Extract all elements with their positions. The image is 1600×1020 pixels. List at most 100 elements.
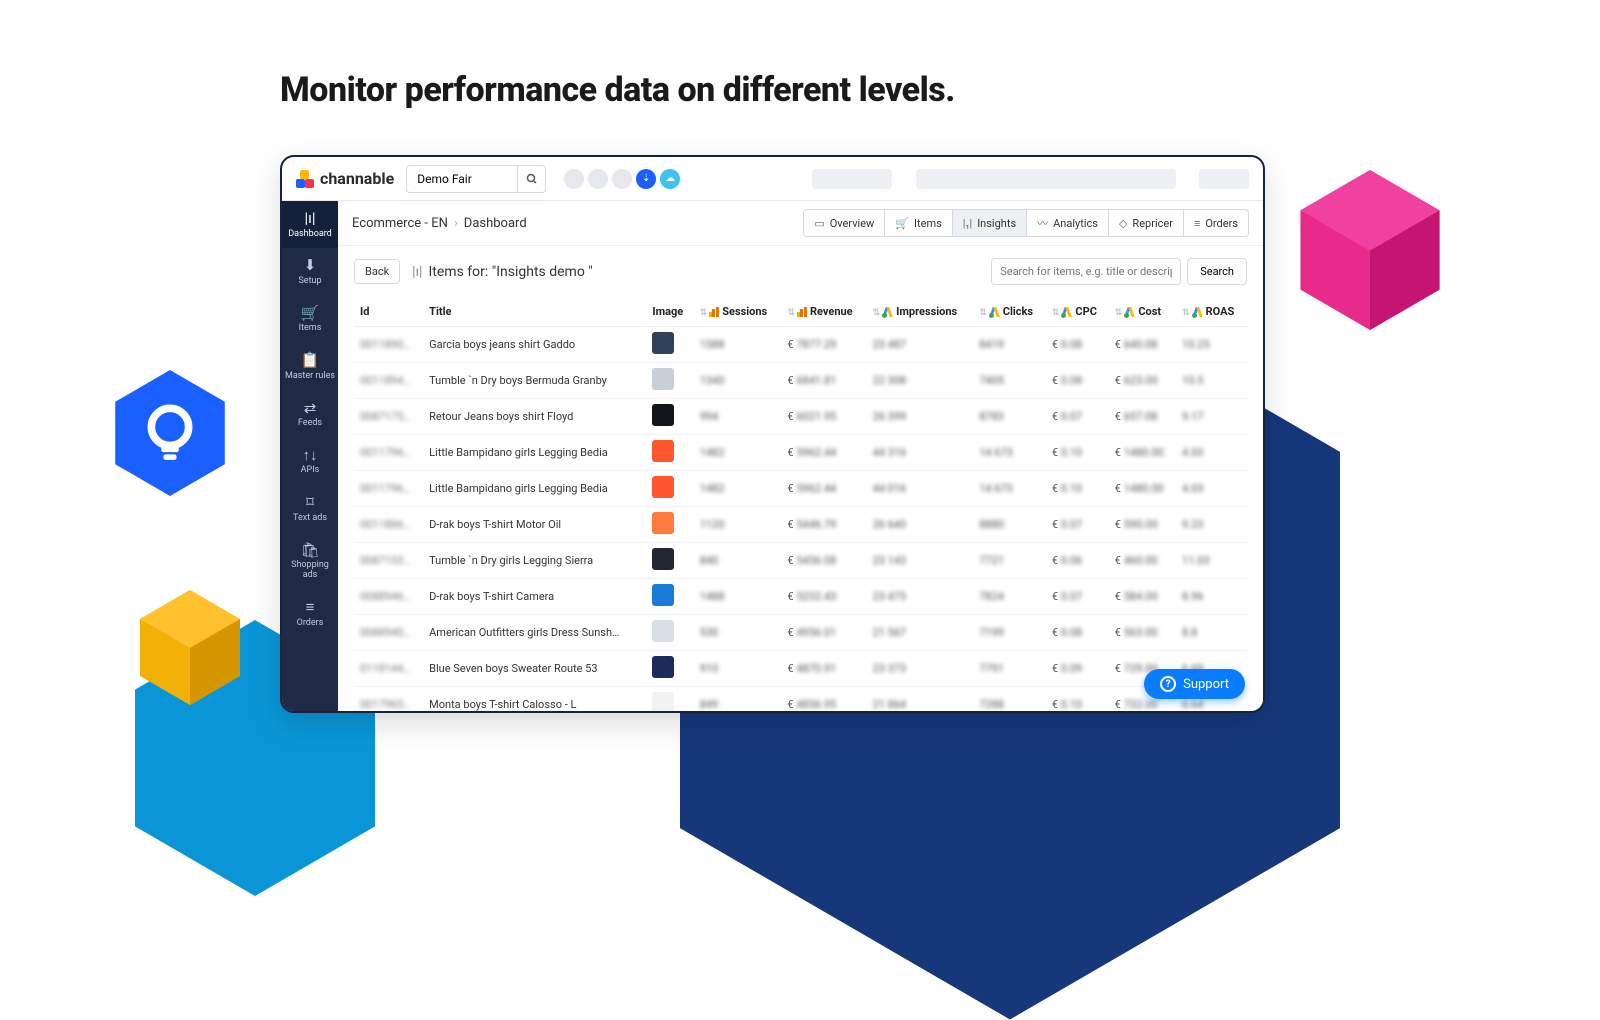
cell-image	[646, 579, 693, 615]
cell-sessions: 1482	[694, 471, 782, 507]
cell-image	[646, 363, 693, 399]
sidebar-item-icon: ↑↓	[284, 447, 336, 464]
sidebar-item-shopping-ads[interactable]: 🛍Shopping ads	[282, 533, 338, 590]
col-cpc[interactable]: ⇅CPC	[1046, 297, 1109, 327]
cell-id: 0011796…	[354, 435, 423, 471]
col-cost[interactable]: ⇅Cost	[1109, 297, 1176, 327]
cell-revenue: € 4856.95	[781, 687, 866, 712]
cell-impressions: 22 308	[867, 363, 974, 399]
tab-analytics[interactable]: 〰Analytics	[1027, 209, 1109, 237]
cell-revenue: € 4956.01	[781, 615, 866, 651]
tab-overview[interactable]: ▭Overview	[803, 209, 885, 237]
cell-cost: € 657.08	[1109, 399, 1176, 435]
table-row[interactable]: 0011886…D-rak boys T-shirt Motor Oil1120…	[354, 507, 1247, 543]
col-label: CPC	[1075, 305, 1096, 318]
table-row[interactable]: 0087153…Tumble `n Dry girls Legging Sier…	[354, 543, 1247, 579]
app-window: channable ⇣ ☁ |ı|Dashboard⬇Setup🛒Items📋M…	[280, 155, 1265, 713]
sidebar-item-master-rules[interactable]: 📋Master rules	[282, 343, 338, 390]
support-label: Support	[1183, 677, 1229, 692]
main-content: Ecommerce - EN › Dashboard ▭Overview🛒Ite…	[338, 201, 1263, 711]
cell-cpc: € 0.06	[1046, 543, 1109, 579]
product-thumb	[652, 368, 674, 390]
cell-clicks: 7405	[973, 363, 1046, 399]
breadcrumb-item[interactable]: Dashboard	[464, 216, 527, 231]
cell-title: American Outfitters girls Dress Sunsh…	[423, 615, 646, 651]
col-impressions[interactable]: ⇅ Impressions	[867, 297, 974, 327]
table-row[interactable]: 0011796…Little Bampidano girls Legging B…	[354, 435, 1247, 471]
topbar-badge-icon[interactable]: ⇣	[636, 169, 656, 189]
col-sessions[interactable]: ⇅Sessions	[694, 297, 782, 327]
cell-title: Little Bampidano girls Legging Bedia	[423, 435, 646, 471]
col-revenue[interactable]: ⇅Revenue	[781, 297, 866, 327]
cell-impressions: 23 143	[867, 543, 974, 579]
topbar-badge-icon[interactable]: ☁	[660, 169, 680, 189]
sidebar-item-dashboard[interactable]: |ı|Dashboard	[282, 201, 338, 248]
cell-image	[646, 471, 693, 507]
col-id: Id	[354, 297, 423, 327]
cell-id: 0011886…	[354, 507, 423, 543]
cell-revenue: € 5232.43	[781, 579, 866, 615]
cell-impressions: 21 567	[867, 615, 974, 651]
col-roas[interactable]: ⇅ROAS	[1176, 297, 1247, 327]
sidebar-item-orders[interactable]: ≡Orders	[282, 590, 338, 637]
cell-title: Blue Seven boys Sweater Route 53	[423, 651, 646, 687]
col-label: Clicks	[1003, 305, 1033, 318]
sidebar-item-icon: ≡	[284, 599, 336, 616]
cell-image	[646, 651, 693, 687]
cell-clicks: 7199	[973, 615, 1046, 651]
cell-clicks: 7288	[973, 687, 1046, 712]
back-button[interactable]: Back	[354, 259, 400, 284]
tab-insights[interactable]: |₁|Insights	[953, 209, 1027, 237]
tab-icon: ≡	[1194, 217, 1200, 230]
sidebar-item-setup[interactable]: ⬇Setup	[282, 248, 338, 295]
product-thumb	[652, 332, 674, 354]
item-search-button[interactable]: Search	[1187, 258, 1247, 285]
cell-id: 0087153…	[354, 543, 423, 579]
cell-image	[646, 507, 693, 543]
table-row[interactable]: 0088940…American Outfitters girls Dress …	[354, 615, 1247, 651]
sidebar-item-apis[interactable]: ↑↓APIs	[282, 438, 338, 485]
cell-sessions: 994	[694, 399, 782, 435]
product-thumb	[652, 620, 674, 642]
table-row[interactable]: 0088946…D-rak boys T-shirt Camera1488€ 5…	[354, 579, 1247, 615]
table-row[interactable]: 0017965…Monta boys T-shirt Calosso - L84…	[354, 687, 1247, 712]
cell-id: 0017965…	[354, 687, 423, 712]
sidebar-item-icon: 📋	[284, 352, 336, 369]
sidebar-item-label: Shopping ads	[291, 560, 329, 580]
tab-items[interactable]: 🛒Items	[885, 209, 952, 237]
cell-clicks: 8419	[973, 327, 1046, 363]
sidebar-item-label: Dashboard	[288, 229, 332, 239]
project-search-input[interactable]	[407, 172, 517, 186]
item-search-input[interactable]	[991, 258, 1181, 285]
col-label: Id	[360, 305, 369, 318]
sort-icon: ⇅	[873, 308, 881, 318]
col-label: Impressions	[896, 305, 957, 318]
cell-title: D-rak boys T-shirt Camera	[423, 579, 646, 615]
sidebar-item-text-ads[interactable]: ⌑Text ads	[282, 485, 338, 532]
project-search-button[interactable]	[517, 165, 545, 193]
cell-title: D-rak boys T-shirt Motor Oil	[423, 507, 646, 543]
table-row[interactable]: 0011890…Garcia boys jeans shirt Gaddo158…	[354, 327, 1247, 363]
sidebar-item-label: Items	[299, 323, 322, 333]
cell-revenue: € 7877.29	[781, 327, 866, 363]
sort-icon: ⇅	[787, 308, 795, 318]
cell-roas: 10.5	[1176, 363, 1247, 399]
table-row[interactable]: 0011796…Little Bampidano girls Legging B…	[354, 471, 1247, 507]
sidebar-item-label: Setup	[298, 276, 321, 286]
table-row[interactable]: 0118144…Blue Seven boys Sweater Route 53…	[354, 651, 1247, 687]
support-button[interactable]: ? Support	[1144, 669, 1245, 699]
cell-image	[646, 687, 693, 712]
sidebar-item-items[interactable]: 🛒Items	[282, 296, 338, 343]
cell-cost: € 563.00	[1109, 615, 1176, 651]
cell-image	[646, 327, 693, 363]
col-clicks[interactable]: ⇅Clicks	[973, 297, 1046, 327]
table-row[interactable]: 0087175…Retour Jeans boys shirt Floyd994…	[354, 399, 1247, 435]
cell-sessions: 1588	[694, 327, 782, 363]
sidebar-item-feeds[interactable]: ⇄Feeds	[282, 391, 338, 438]
breadcrumb-item[interactable]: Ecommerce - EN	[352, 216, 448, 231]
tab-repricer[interactable]: ◇Repricer	[1109, 209, 1184, 237]
tab-orders[interactable]: ≡Orders	[1184, 209, 1249, 237]
table-row[interactable]: 0011894…Tumble `n Dry boys Bermuda Granb…	[354, 363, 1247, 399]
cell-title: Garcia boys jeans shirt Gaddo	[423, 327, 646, 363]
google-ads-icon	[1124, 307, 1135, 317]
